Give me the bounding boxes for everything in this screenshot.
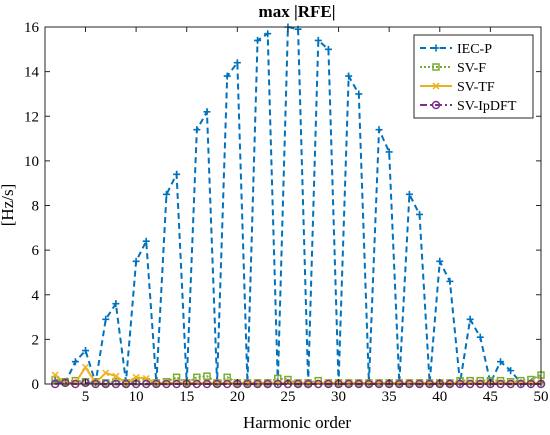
data-point <box>203 108 211 116</box>
data-point <box>264 30 272 38</box>
data-point <box>132 373 140 381</box>
legend-label: IEC-P <box>457 42 492 57</box>
legend-marker <box>432 44 440 52</box>
legend-label: SV-TF <box>457 80 495 95</box>
x-tick-label: 5 <box>82 389 90 405</box>
data-point <box>375 126 383 134</box>
data-point <box>446 277 454 285</box>
x-tick-label: 25 <box>280 389 295 405</box>
chart-title: max |RFE| <box>259 2 336 21</box>
x-tick-label: 50 <box>534 389 549 405</box>
y-tick-label: 6 <box>32 243 40 259</box>
data-point <box>71 358 79 366</box>
data-point <box>112 300 120 308</box>
data-point <box>173 170 181 178</box>
x-tick-label: 45 <box>483 389 498 405</box>
data-point <box>436 257 444 265</box>
y-axis-label: [Hz/s] <box>0 184 17 226</box>
data-point <box>476 333 484 341</box>
x-tick-label: 35 <box>382 389 397 405</box>
legend: IEC-P SV-F SV-TF SV-IpDFT <box>413 34 534 119</box>
data-point <box>355 90 363 98</box>
data-point <box>507 367 515 375</box>
y-tick-label: 2 <box>32 332 40 348</box>
y-tick-label: 4 <box>32 288 40 304</box>
y-tick-label: 10 <box>24 154 39 170</box>
data-point <box>112 372 120 380</box>
y-tick-label: 14 <box>24 65 40 81</box>
data-point <box>497 358 505 366</box>
data-point <box>203 372 211 380</box>
data-point <box>60 378 70 388</box>
data-point <box>324 45 332 53</box>
data-point <box>254 36 262 44</box>
data-point <box>345 72 353 80</box>
y-tick-label: 0 <box>32 377 40 393</box>
data-point <box>405 190 413 198</box>
data-point <box>81 363 90 371</box>
data-point <box>274 374 282 383</box>
data-point <box>162 190 170 198</box>
data-point <box>51 375 59 384</box>
data-point <box>466 315 474 323</box>
data-point <box>51 371 59 379</box>
y-tick-label: 16 <box>24 20 40 36</box>
legend-label: SV-IpDFT <box>457 99 517 114</box>
legend-marker <box>432 63 440 71</box>
x-tick-label: 20 <box>230 389 245 405</box>
y-tick-label: 8 <box>32 199 40 215</box>
legend-marker <box>431 100 441 110</box>
data-point <box>193 126 201 134</box>
data-point <box>132 257 140 265</box>
x-tick-label: 15 <box>179 389 194 405</box>
data-point <box>385 148 393 156</box>
data-point <box>416 210 424 218</box>
data-point <box>102 369 110 377</box>
x-tick-label: 10 <box>129 389 144 405</box>
data-point <box>81 347 89 355</box>
legend-label: SV-F <box>457 61 486 76</box>
data-point <box>233 59 241 67</box>
axes: 5 10 15 20 25 30 35 40 45 50 0 2 4 6 8 10 12 14 16 <box>24 20 549 405</box>
data-point <box>314 36 322 44</box>
data-point <box>142 237 150 245</box>
data-point <box>102 315 110 323</box>
x-tick-label: 30 <box>331 389 346 405</box>
x-axis-label: Harmonic order <box>243 413 351 432</box>
x-tick-label: 40 <box>432 389 447 405</box>
legend-marker <box>432 82 440 90</box>
y-tick-label: 12 <box>24 109 39 125</box>
data-point <box>223 72 231 80</box>
